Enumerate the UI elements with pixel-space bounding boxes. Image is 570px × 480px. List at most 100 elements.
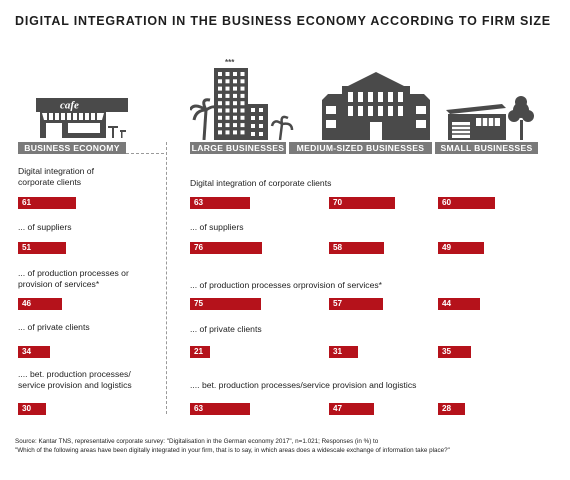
- footer-source: Source: Kantar TNS, representative corpo…: [15, 438, 379, 445]
- window-detail: [388, 92, 393, 102]
- window-detail: [378, 106, 383, 116]
- window-detail: [348, 106, 353, 116]
- window-detail: [240, 115, 245, 120]
- row-label-line: Digital integration of: [18, 166, 94, 176]
- bar: [190, 403, 250, 415]
- bar-value-label: 31: [333, 347, 343, 356]
- bar: [18, 298, 62, 310]
- window-detail: [326, 106, 336, 114]
- window-detail: [225, 115, 230, 120]
- window-detail: [259, 108, 263, 112]
- bar: [18, 197, 76, 209]
- bar: [329, 242, 384, 254]
- row-label-line: ... of private clients: [18, 322, 90, 332]
- window-detail: [233, 115, 237, 120]
- window-detail: [218, 130, 222, 135]
- window-detail: [233, 79, 237, 84]
- row-label-line: corporate clients: [18, 177, 82, 187]
- bar-value-label: 47: [333, 404, 343, 413]
- bar-value-label: 57: [333, 299, 343, 308]
- bar-value-label: 75: [194, 299, 204, 308]
- office-building-icon: [322, 72, 430, 140]
- window-detail: [348, 92, 353, 102]
- row-label-line: service provision and logistics: [18, 380, 132, 390]
- window-detail: [225, 108, 230, 113]
- bar-value-label: 30: [22, 404, 32, 413]
- bar: [438, 197, 495, 209]
- window-detail: [240, 130, 245, 135]
- bar-value-label: 46: [22, 299, 32, 308]
- bar: [18, 346, 50, 358]
- row-label-right: Digital integration of corporate clients: [190, 178, 332, 188]
- bar: [18, 403, 46, 415]
- window-detail: [233, 130, 237, 135]
- window-detail: [218, 115, 222, 120]
- window-detail: [240, 108, 245, 113]
- window-detail: [251, 116, 255, 120]
- window-detail: [259, 116, 263, 120]
- window-detail: [368, 106, 373, 116]
- window-detail: [259, 132, 263, 136]
- row-label-right: .... bet. production processes/service p…: [190, 380, 417, 390]
- window-detail: [218, 93, 222, 98]
- row-label-line: ... of production processes or: [18, 268, 129, 278]
- window-detail: [358, 106, 363, 116]
- window-detail: [398, 92, 403, 102]
- window-detail: [388, 106, 393, 116]
- window-detail: [225, 79, 230, 84]
- window-detail: [240, 93, 245, 98]
- window-detail: [233, 101, 237, 106]
- bar-value-label: 21: [194, 347, 204, 356]
- window-detail: [240, 101, 245, 106]
- window-detail: [225, 123, 230, 128]
- window-detail: [259, 124, 263, 128]
- row-label-left: ... of production processes or provision …: [18, 268, 129, 290]
- bar: [438, 242, 484, 254]
- window-detail: [251, 124, 255, 128]
- row-label-line: .... bet. production processes/: [18, 369, 131, 379]
- hotel-stars: ***: [225, 58, 235, 67]
- window-detail: [218, 101, 222, 106]
- window-detail: [251, 132, 255, 136]
- window-detail: [240, 86, 245, 91]
- window-detail: [378, 92, 383, 102]
- window-detail: [233, 72, 237, 76]
- bar: [438, 346, 471, 358]
- bar-value-label: 70: [333, 198, 343, 207]
- bar: [438, 298, 480, 310]
- window-detail: [218, 108, 222, 113]
- bar-value-label: 49: [442, 243, 452, 252]
- row-label-right: ... of private clients: [190, 324, 262, 334]
- window-detail: [416, 106, 426, 114]
- window-detail: [240, 79, 245, 84]
- bar: [190, 242, 262, 254]
- row-label-left: .... bet. production processes/service p…: [18, 369, 132, 391]
- bar: [18, 242, 66, 254]
- window-detail: [218, 123, 222, 128]
- window-detail: [240, 123, 245, 128]
- bar-value-label: 63: [194, 198, 204, 207]
- window-detail: [218, 86, 222, 91]
- window-detail: [240, 72, 245, 76]
- window-detail: [233, 123, 237, 128]
- bar: [329, 346, 358, 358]
- window-detail: [326, 120, 336, 128]
- window-detail: [398, 106, 403, 116]
- window-detail: [233, 108, 237, 113]
- row-label-right: ... of suppliers: [190, 222, 244, 232]
- row-label-left: ... of private clients: [18, 322, 90, 333]
- window-detail: [358, 92, 363, 102]
- bar-value-label: 58: [333, 243, 343, 252]
- row-label-line: ... of suppliers: [18, 222, 72, 232]
- group-header-business-economy: BUSINESS ECONOMY: [18, 142, 126, 154]
- small-house-icon: [446, 96, 534, 140]
- window-detail: [233, 86, 237, 91]
- window-detail: [416, 120, 426, 128]
- bar-value-label: 61: [22, 198, 32, 207]
- bar: [329, 298, 383, 310]
- section-divider: [166, 142, 167, 414]
- window-detail: [251, 108, 255, 112]
- window-detail: [233, 93, 237, 98]
- bar-value-label: 28: [442, 404, 452, 413]
- row-label-line: provision of services*: [18, 279, 100, 289]
